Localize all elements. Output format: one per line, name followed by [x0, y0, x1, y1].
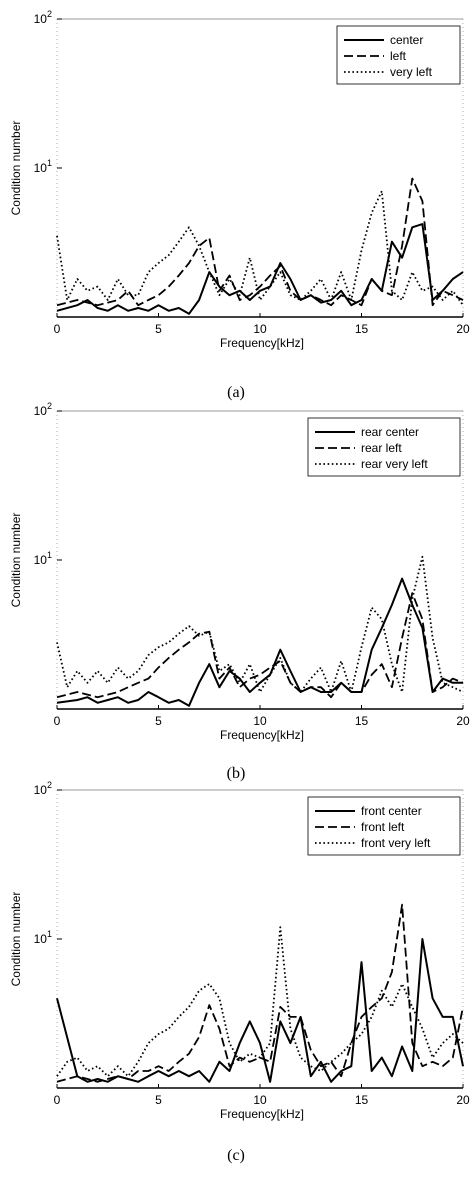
x-tick-label: 15	[355, 322, 369, 336]
x-tick-label: 20	[456, 1093, 470, 1107]
legend-entry: left	[390, 49, 407, 63]
figure-caption: (a)	[227, 384, 245, 401]
chart-panel-1: 101 102 0 5 10 15 20 Frequency[kHz] Condition nu…	[9, 9, 470, 401]
x-tick-label: 0	[54, 1093, 61, 1107]
series-line-dashed	[56, 592, 464, 699]
y-axis-label: Condition number	[9, 892, 23, 987]
x-axis-label: Frequency[kHz]	[220, 336, 304, 350]
x-tick-label: 5	[155, 714, 162, 728]
legend-entry: rear very left	[361, 457, 428, 471]
x-tick-label: 0	[54, 714, 61, 728]
x-tick-label: 20	[456, 714, 470, 728]
x-tick-label: 5	[155, 1093, 162, 1107]
legend-entry: rear center	[361, 425, 419, 439]
y-tick-label: 102	[34, 9, 52, 26]
x-tick-label: 15	[355, 714, 369, 728]
x-tick-label: 10	[253, 1093, 267, 1107]
series-line-dotted	[56, 555, 464, 693]
legend-box	[336, 25, 461, 85]
legend-box	[307, 796, 461, 856]
legend-entry: very left	[390, 65, 433, 79]
series-line-solid	[56, 577, 463, 707]
chart-panel-2: 101 102 0 5 10 15 20 Frequency[kHz] Condition nu…	[9, 401, 470, 782]
legend-entry: front left	[361, 820, 405, 834]
legend: rear center rear left rear very left	[307, 417, 461, 477]
x-axis-label: Frequency[kHz]	[220, 728, 304, 742]
y-tick-label: 102	[34, 780, 52, 797]
figure-caption: (c)	[227, 1147, 245, 1164]
chart-panel-3: 101 102 0 5 10 15 20 Frequency[kHz] Condition nu…	[9, 780, 470, 1164]
x-tick-label: 20	[456, 322, 470, 336]
x-tick-label: 5	[155, 322, 162, 336]
legend-entry: front very left	[361, 836, 431, 850]
y-tick-label: 101	[34, 158, 52, 175]
legend-entry: rear left	[361, 441, 402, 455]
series-line-solid	[56, 223, 464, 315]
series-line-dotted	[56, 926, 464, 1078]
legend: front center front left front very left	[307, 796, 461, 856]
legend-box	[307, 417, 461, 477]
y-tick-label: 102	[34, 401, 52, 418]
series-line-dotted	[56, 190, 464, 306]
legend-entry: front center	[361, 804, 422, 818]
series-line-solid	[56, 938, 464, 1083]
y-tick-label: 101	[34, 929, 52, 946]
y-axis-label: Condition number	[9, 513, 23, 608]
figure-caption: (b)	[227, 765, 246, 782]
x-tick-label: 15	[355, 1093, 369, 1107]
y-tick-label: 101	[34, 550, 52, 567]
legend-entry: center	[390, 33, 423, 47]
x-tick-label: 0	[54, 322, 61, 336]
series-line-dashed	[56, 177, 464, 307]
x-tick-label: 10	[253, 714, 267, 728]
x-tick-label: 10	[253, 322, 267, 336]
x-axis-label: Frequency[kHz]	[220, 1107, 304, 1121]
y-axis-label: Condition number	[9, 121, 23, 216]
legend: center left very left	[336, 25, 461, 85]
series-line-dashed	[56, 903, 464, 1083]
